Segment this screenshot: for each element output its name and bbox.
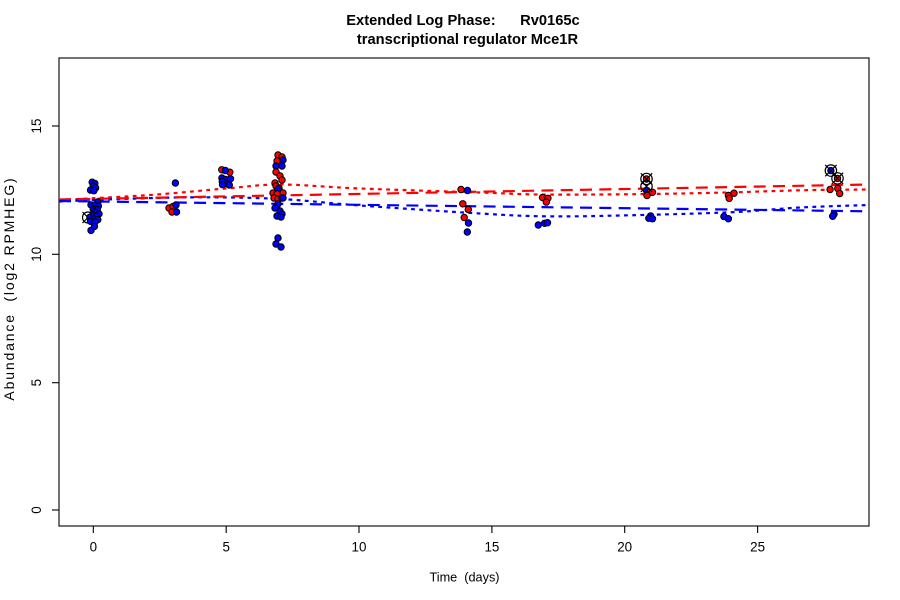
svg-text:25: 25 bbox=[750, 540, 765, 555]
svg-text:20: 20 bbox=[617, 540, 632, 555]
svg-text:15: 15 bbox=[484, 540, 499, 555]
svg-text:0: 0 bbox=[90, 540, 97, 555]
svg-text:5: 5 bbox=[29, 379, 44, 386]
svg-text:10: 10 bbox=[352, 540, 367, 555]
svg-text:Time (days): Time (days) bbox=[429, 570, 499, 584]
svg-text:Abundance (log2 RPMHEG): Abundance (log2 RPMHEG) bbox=[1, 176, 17, 400]
svg-text:Extended Log Phase: Rv016: Extended Log Phase: Rv0165c bbox=[346, 13, 579, 29]
svg-text:0: 0 bbox=[29, 506, 44, 513]
svg-text:transcriptional regulator Mce1: transcriptional regulator Mce1R bbox=[357, 32, 579, 48]
svg-text:15: 15 bbox=[29, 119, 44, 134]
svg-text:10: 10 bbox=[29, 247, 44, 262]
svg-text:5: 5 bbox=[222, 540, 229, 555]
